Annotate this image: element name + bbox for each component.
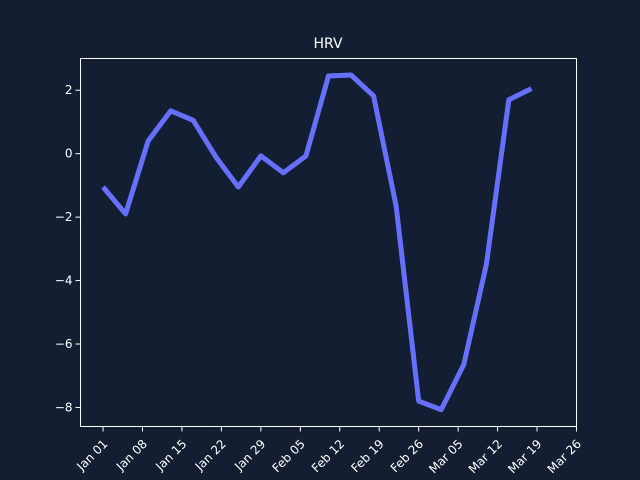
x-axis: Jan 01 Jan 08 Jan 15 Jan 22 Jan 29 Feb 05 Feb …: [73, 426, 584, 476]
x-tick-label: Mar 05: [426, 437, 465, 476]
y-tick-label: −4: [55, 274, 73, 288]
y-tick-label: 0: [65, 147, 73, 161]
y-tick-label: −8: [55, 400, 73, 414]
x-tick-label: Jan 29: [231, 437, 268, 474]
x-tick-label: Jan 22: [192, 437, 229, 474]
y-axis: 2 0 −2 −4 −6 −8: [55, 83, 81, 414]
series-line-0: [101, 72, 533, 413]
x-tick-label: Jan 01: [73, 437, 110, 474]
x-tick-label: Mar 26: [545, 437, 584, 476]
y-tick-label: −6: [55, 337, 73, 351]
x-tick-label: Feb 12: [309, 437, 347, 475]
x-tick-label: Mar 19: [505, 437, 544, 476]
plot-area: [101, 72, 533, 413]
plot-frame: [80, 58, 577, 427]
x-tick-label: Mar 12: [466, 437, 505, 476]
x-tick-label: Jan 08: [113, 437, 150, 474]
x-tick-label: Jan 15: [152, 437, 189, 474]
chart-title: HRV: [313, 36, 342, 52]
x-tick-label: Feb 19: [348, 437, 386, 475]
y-tick-label: −2: [55, 210, 73, 224]
x-tick-label: Feb 05: [269, 437, 307, 475]
y-tick-label: 2: [65, 83, 73, 97]
x-tick-label: Feb 26: [388, 437, 426, 475]
